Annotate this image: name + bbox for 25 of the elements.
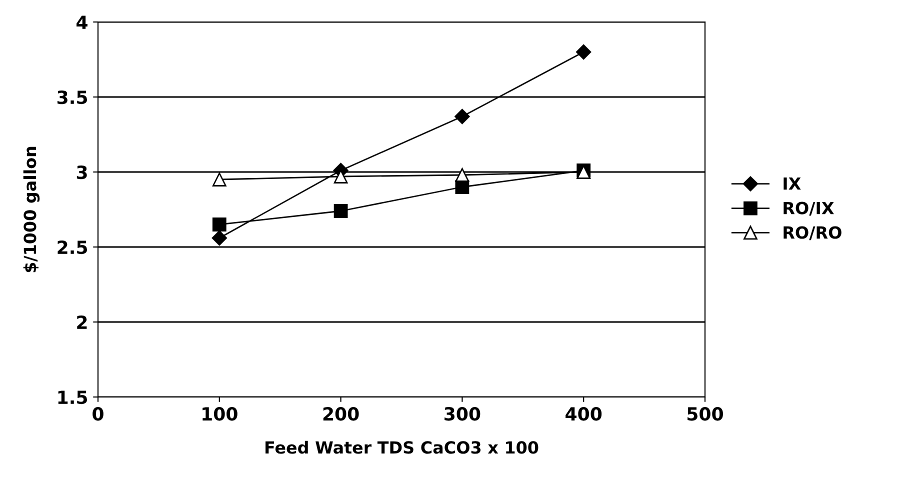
point <box>576 44 592 60</box>
y-axis-title: $/1000 gallon <box>23 146 40 272</box>
legend-label: RO/IX <box>784 202 834 216</box>
point <box>212 218 226 232</box>
y-tick-label: 2.5 <box>58 240 88 254</box>
y-tick-label: 1.5 <box>58 390 88 404</box>
point <box>334 204 348 218</box>
x-axis-title: Feed Water TDS CaCO3 x 100 <box>266 440 538 454</box>
y-tick-label: 2 <box>77 315 87 329</box>
y-tick-label: 3.5 <box>58 90 88 104</box>
point <box>212 230 227 246</box>
x-tick-label: 500 <box>688 407 723 421</box>
x-tick-label: 200 <box>323 407 359 421</box>
point <box>454 108 470 124</box>
x-tick-label: 0 <box>92 407 104 421</box>
point <box>334 170 348 184</box>
y-tick-label: 3 <box>76 165 87 180</box>
legend-label: RO/RO <box>784 226 842 240</box>
legend-label: IX <box>784 177 801 190</box>
x-tick-label: 100 <box>202 407 238 421</box>
point <box>212 172 226 186</box>
x-tick-label: 400 <box>566 407 602 421</box>
x-tick-label: 300 <box>444 407 480 421</box>
y-tick-label: 4 <box>76 16 88 29</box>
point <box>455 168 470 182</box>
